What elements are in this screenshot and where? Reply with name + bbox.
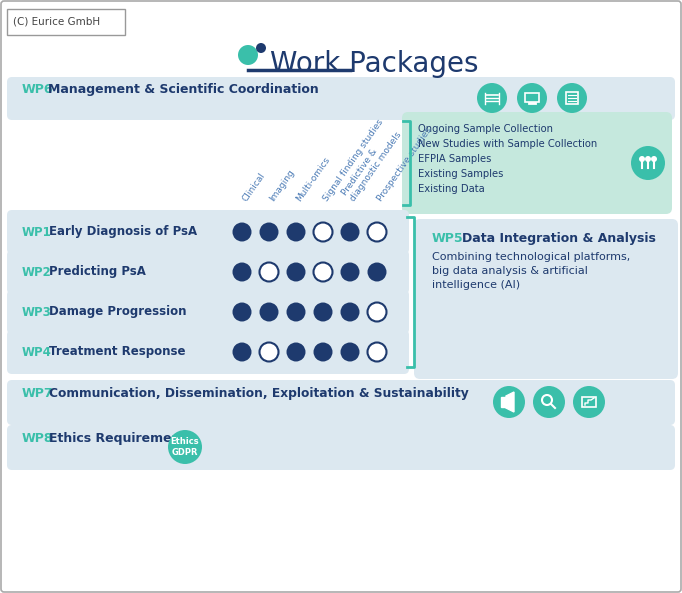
Text: Multi-omics: Multi-omics [295,155,332,203]
Circle shape [493,386,525,418]
Text: (C) Eurice GmbH: (C) Eurice GmbH [13,17,100,27]
Circle shape [259,343,278,362]
Text: Imaging: Imaging [267,168,296,203]
Circle shape [233,222,252,241]
Circle shape [557,83,587,113]
Circle shape [259,302,278,321]
Text: New Studies with Sample Collection: New Studies with Sample Collection [418,139,597,149]
Circle shape [314,263,333,282]
FancyBboxPatch shape [7,9,125,35]
FancyBboxPatch shape [7,425,675,470]
Circle shape [314,222,333,241]
Text: WP1: WP1 [22,225,52,238]
Text: WP6: WP6 [22,83,53,96]
Text: WP3: WP3 [22,305,52,318]
FancyBboxPatch shape [414,219,678,379]
Circle shape [314,302,333,321]
FancyBboxPatch shape [7,380,675,425]
Circle shape [340,222,359,241]
Text: WP2: WP2 [22,266,52,279]
Circle shape [256,43,266,53]
Circle shape [477,83,507,113]
Circle shape [368,343,387,362]
Circle shape [168,430,202,464]
Text: Prospective studies: Prospective studies [376,126,434,203]
Text: Ethics
GDPR: Ethics GDPR [170,437,199,457]
Circle shape [340,263,359,282]
Circle shape [259,222,278,241]
Text: Predictive &
diagnostic models: Predictive & diagnostic models [340,125,403,203]
Circle shape [286,263,306,282]
Circle shape [368,263,387,282]
Text: Data Integration & Analysis: Data Integration & Analysis [462,232,656,245]
Circle shape [517,83,547,113]
Text: Treatment Response: Treatment Response [49,346,186,359]
Text: Existing Samples: Existing Samples [418,169,503,179]
Circle shape [639,156,645,162]
FancyBboxPatch shape [7,330,409,374]
Text: Existing Data: Existing Data [418,184,485,194]
Text: Damage Progression: Damage Progression [49,305,186,318]
Circle shape [259,263,278,282]
Circle shape [645,156,651,162]
Circle shape [573,386,605,418]
Text: Management & Scientific Coordination: Management & Scientific Coordination [48,83,318,96]
FancyBboxPatch shape [7,290,409,334]
Circle shape [368,222,387,241]
FancyBboxPatch shape [7,210,409,254]
Circle shape [286,222,306,241]
Text: Communication, Dissemination, Exploitation & Sustainability: Communication, Dissemination, Exploitati… [49,387,469,400]
Text: Ethics Requirements: Ethics Requirements [49,432,194,445]
Text: WP4: WP4 [22,346,52,359]
Circle shape [314,343,333,362]
Circle shape [233,302,252,321]
Circle shape [233,343,252,362]
Polygon shape [501,397,506,407]
FancyBboxPatch shape [402,112,672,214]
Text: Work Packages: Work Packages [270,50,479,78]
Text: Clinical: Clinical [241,171,267,203]
Text: EFPIA Samples: EFPIA Samples [418,154,491,164]
Text: WP7: WP7 [22,387,54,400]
Text: Predicting PsA: Predicting PsA [49,266,146,279]
Circle shape [651,156,657,162]
Circle shape [368,302,387,321]
Circle shape [631,146,665,180]
Circle shape [533,386,565,418]
Circle shape [340,302,359,321]
Polygon shape [506,392,514,412]
Circle shape [238,45,258,65]
FancyBboxPatch shape [7,250,409,294]
Text: WP5: WP5 [432,232,464,245]
Circle shape [286,343,306,362]
FancyBboxPatch shape [7,77,675,120]
Circle shape [286,302,306,321]
Text: Signal finding studies: Signal finding studies [322,117,385,203]
Circle shape [233,263,252,282]
Circle shape [340,343,359,362]
Text: Combining technological platforms,
big data analysis & artificial
intelligence (: Combining technological platforms, big d… [432,252,630,290]
Text: WP8: WP8 [22,432,53,445]
Text: Ongoing Sample Collection: Ongoing Sample Collection [418,124,553,134]
Text: Early Diagnosis of PsA: Early Diagnosis of PsA [49,225,197,238]
